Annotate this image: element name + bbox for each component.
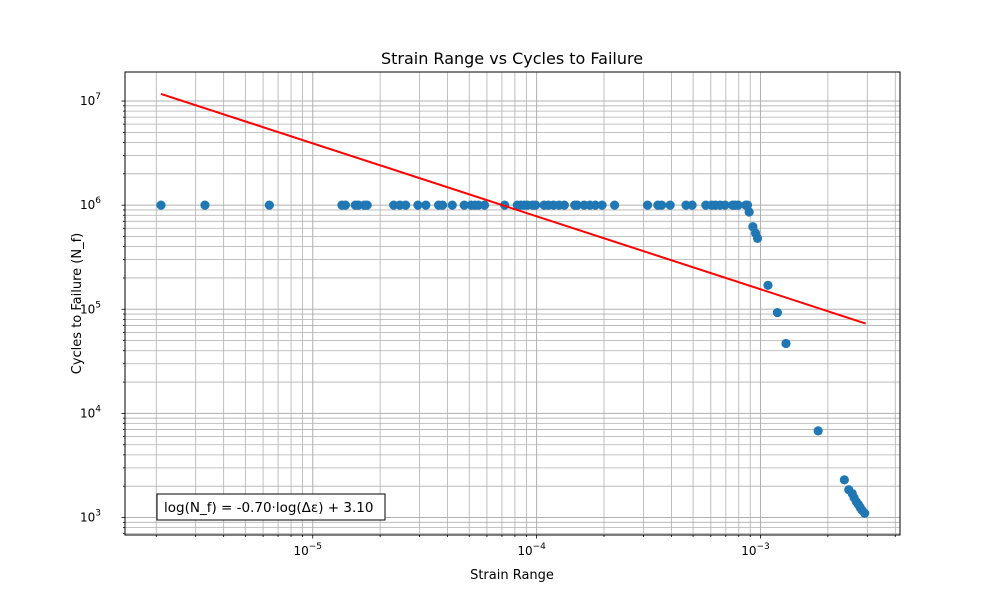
data-point bbox=[200, 200, 210, 210]
data-point bbox=[839, 475, 849, 485]
data-point bbox=[447, 200, 457, 210]
data-point bbox=[156, 200, 166, 210]
x-tick-exponent: −5 bbox=[309, 542, 322, 552]
x-tick-exponent: −4 bbox=[533, 542, 547, 552]
x-tick-exponent: −3 bbox=[756, 542, 769, 552]
data-point bbox=[362, 200, 372, 210]
data-point bbox=[733, 200, 743, 210]
data-point bbox=[413, 200, 423, 210]
data-point bbox=[665, 200, 675, 210]
y-tick-exponent: 4 bbox=[95, 404, 101, 414]
x-axis-label: Strain Range bbox=[470, 568, 554, 583]
data-point bbox=[772, 307, 782, 318]
fit-equation-box: log(N_f) = -0.70·log(Δε) + 3.10 bbox=[156, 493, 386, 521]
data-point bbox=[401, 200, 411, 210]
data-point bbox=[781, 338, 791, 349]
data-point bbox=[642, 200, 653, 210]
data-point bbox=[340, 200, 351, 210]
data-point bbox=[860, 508, 870, 518]
data-point bbox=[597, 200, 607, 210]
data-point bbox=[609, 200, 620, 210]
scatter-points bbox=[156, 200, 870, 518]
data-point bbox=[559, 200, 569, 210]
equation-box-frame bbox=[156, 493, 386, 521]
y-tick-exponent: 5 bbox=[95, 300, 101, 310]
data-point bbox=[657, 200, 667, 210]
data-point bbox=[720, 200, 730, 210]
fit-equation-text: log(N_f) = -0.70·log(Δε) + 3.10 bbox=[164, 500, 373, 516]
data-point bbox=[763, 280, 773, 290]
y-axis-label: Cycles to Failure (N_f) bbox=[70, 233, 85, 374]
data-point bbox=[752, 233, 763, 243]
fit-line bbox=[160, 92, 866, 325]
data-point bbox=[264, 200, 274, 210]
data-point bbox=[687, 200, 697, 210]
y-tick-exponent: 3 bbox=[95, 509, 101, 519]
data-point bbox=[479, 200, 490, 210]
chart-title: Strain Range vs Cycles to Failure bbox=[381, 49, 643, 68]
y-tick-exponent: 7 bbox=[95, 92, 101, 102]
data-point bbox=[572, 200, 582, 210]
data-point bbox=[531, 200, 541, 210]
data-point bbox=[744, 207, 754, 217]
grid bbox=[125, 72, 900, 535]
data-point bbox=[813, 426, 823, 436]
data-point bbox=[590, 200, 600, 210]
data-point bbox=[437, 200, 448, 210]
fit-line-layer bbox=[160, 92, 866, 325]
y-tick-exponent: 6 bbox=[95, 196, 101, 206]
plot-frame bbox=[124, 71, 901, 536]
data-point bbox=[421, 200, 431, 210]
data-point bbox=[459, 200, 469, 210]
